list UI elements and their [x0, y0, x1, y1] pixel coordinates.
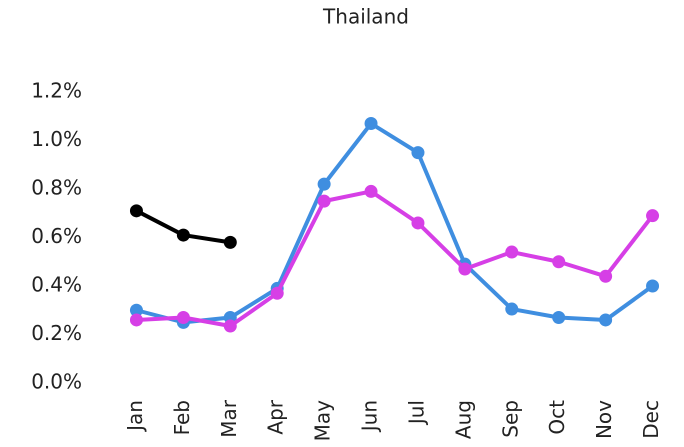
y-tick-label: 0.8% — [31, 176, 82, 200]
x-tick-label: Jan — [123, 400, 147, 433]
y-tick-label: 0.4% — [31, 273, 82, 297]
series-line — [136, 189, 655, 329]
data-point — [223, 235, 237, 249]
data-point — [364, 117, 378, 131]
x-tick-label: Nov — [592, 400, 616, 439]
data-point — [458, 262, 472, 276]
x-tick-label: Mar — [217, 399, 241, 438]
data-point — [599, 313, 613, 327]
y-tick-label: 1.2% — [31, 79, 82, 103]
data-point — [552, 311, 566, 325]
data-point — [505, 245, 519, 259]
x-tick-label: Jun — [358, 400, 382, 433]
data-point — [176, 228, 190, 242]
y-tick-label: 0.6% — [31, 224, 82, 248]
data-point — [646, 209, 660, 223]
x-tick-label: May — [311, 400, 335, 442]
x-tick-label: Jul — [404, 400, 428, 426]
chart-title: Thailand — [322, 5, 409, 29]
y-tick-label: 1.0% — [31, 127, 82, 151]
y-tick-label: 0.2% — [31, 321, 82, 345]
x-tick-label: Oct — [545, 400, 569, 435]
data-point — [176, 311, 190, 325]
x-tick-label: Dec — [639, 400, 663, 439]
data-point — [411, 216, 425, 230]
data-point — [599, 269, 613, 283]
data-point — [270, 286, 284, 300]
x-tick-label: Sep — [498, 400, 522, 438]
data-point — [317, 177, 331, 191]
data-point — [505, 302, 519, 316]
data-point — [552, 255, 566, 269]
data-point — [411, 146, 425, 160]
x-tick-label: Aug — [451, 400, 475, 439]
data-point — [129, 204, 143, 218]
data-point — [646, 279, 660, 293]
data-point — [317, 194, 331, 208]
x-tick-label: Feb — [170, 400, 194, 435]
data-point — [129, 303, 143, 317]
data-point — [223, 319, 237, 333]
data-point — [364, 184, 378, 198]
data-point — [129, 313, 143, 327]
x-tick-label: Apr — [264, 399, 288, 434]
series-line — [135, 121, 654, 325]
y-tick-label: 0.0% — [31, 370, 82, 394]
